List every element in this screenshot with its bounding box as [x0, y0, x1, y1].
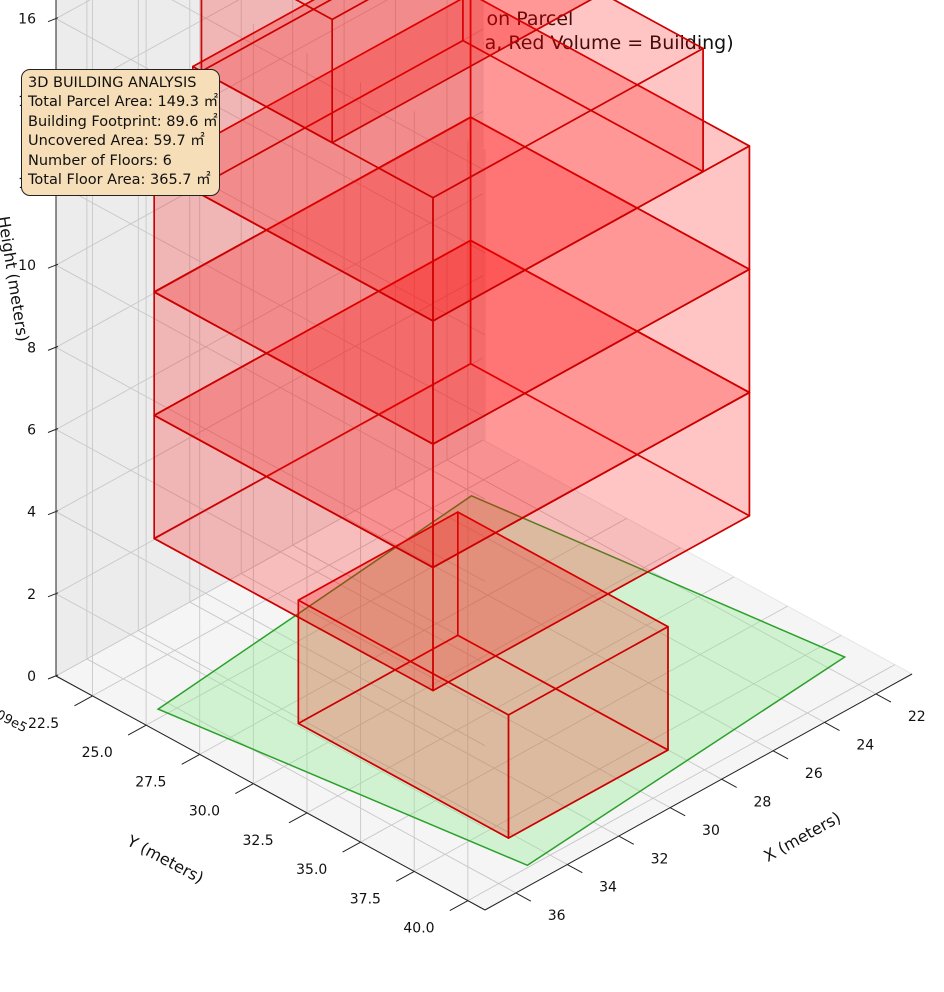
y-offset-label: +5.509e5	[0, 693, 29, 736]
x-tick-label: 32	[651, 851, 669, 867]
grid-line-y	[92, 459, 520, 697]
z-tick-label: 4	[27, 505, 36, 521]
x-tick	[875, 693, 892, 703]
info-heading: 3D BUILDING ANALYSIS	[28, 75, 197, 91]
z-tick	[47, 592, 59, 598]
grid-line-x	[446, 459, 877, 695]
z-tick-label: 16	[18, 12, 36, 28]
grid-line-z	[55, 429, 486, 664]
x-tick-label: 22	[908, 709, 926, 725]
grid-line-z	[55, 511, 486, 747]
grid-line-z	[55, 193, 484, 430]
y-tick	[74, 695, 93, 707]
info-line-uncovered: Uncovered Area: 59.7 ㎡	[28, 133, 205, 150]
grid-line-z	[55, 357, 484, 595]
z-tick	[47, 674, 59, 680]
y-tick	[395, 870, 415, 882]
z-tick-label: 10	[18, 258, 36, 274]
y-tick-label: 32.5	[243, 833, 274, 849]
grid-line-z	[55, 439, 484, 677]
x-axis-label: X (meters)	[760, 808, 844, 866]
z-tick-label: 8	[27, 340, 36, 356]
grid-line-y	[360, 605, 788, 843]
y-tick-label: 30.0	[189, 804, 220, 820]
x-tick	[721, 778, 737, 788]
y-tick	[235, 783, 254, 795]
info-line-floors: Number of Floors: 6	[28, 152, 172, 169]
y-tick-label: 22.5	[28, 716, 59, 732]
grid-line-z	[55, 0, 240, 102]
floor-1-face	[297, 511, 669, 716]
grid-line-y	[306, 576, 735, 814]
floor-6-face	[200, 0, 333, 73]
grid-line-z	[171, 0, 486, 171]
info-line-floor-area: Total Floor Area: 365.7 ㎡	[28, 172, 211, 189]
y-tick	[127, 724, 147, 736]
z-tick-label: 6	[27, 423, 36, 439]
y-tick-label: 27.5	[135, 774, 166, 790]
grid-line-z	[55, 593, 486, 829]
grid-line-z	[55, 264, 486, 500]
x-tick-label: 28	[753, 794, 771, 810]
x-axis-line	[484, 673, 913, 911]
grid-line-x	[343, 516, 774, 752]
z-axis-label: Height (meters)	[0, 215, 33, 343]
z-tick	[47, 510, 59, 516]
y-tick-label: 40.0	[403, 921, 434, 937]
z-tick-label: 2	[27, 587, 36, 603]
grid-line-x	[395, 487, 825, 723]
floor-6-face	[294, 0, 369, 21]
y-tick-label: 25.0	[82, 745, 113, 761]
x-tick-label: 36	[548, 908, 566, 924]
grid-line-z	[55, 110, 484, 348]
z-tick-label: 0	[27, 669, 36, 685]
z-tick	[47, 345, 59, 351]
z-tick	[47, 428, 59, 433]
floor-5-face	[192, 0, 704, 199]
x-tick-label: 30	[702, 823, 720, 839]
grid-line-x	[189, 601, 619, 837]
x-tick	[772, 750, 789, 760]
grid-line-z	[55, 182, 486, 418]
x-tick	[515, 892, 532, 902]
grid-line-y	[253, 547, 681, 785]
grid-line-y	[199, 517, 627, 755]
z-tick	[47, 17, 59, 23]
info-line-footprint: Building Footprint: 89.6 ㎡	[28, 113, 218, 130]
y-axis-label: Y (meters)	[123, 831, 207, 888]
x-tick-label: 34	[599, 880, 617, 896]
y-tick-label: 37.5	[350, 891, 381, 907]
y-tick	[449, 900, 469, 912]
grid-line-z	[55, 275, 484, 513]
z-tick	[47, 263, 59, 269]
x-tick	[669, 807, 686, 817]
parcel-platform	[156, 494, 847, 867]
grid-line-x	[138, 630, 568, 865]
y-tick	[181, 753, 200, 765]
info-line-parcel-area: Total Parcel Area: 149.3 ㎡	[28, 94, 219, 111]
y-axis-line	[55, 675, 486, 911]
x-tick-label: 24	[856, 738, 874, 754]
grid-line-x	[240, 573, 671, 809]
grid-line-y	[413, 634, 842, 872]
y-tick	[342, 841, 361, 853]
grid-line-x	[86, 658, 517, 894]
grid-line-z	[55, 18, 486, 254]
grid-line-z	[55, 346, 486, 582]
y-tick	[288, 812, 308, 824]
x-tick	[567, 864, 583, 874]
x-tick-label: 26	[805, 766, 823, 782]
x-tick	[824, 721, 840, 731]
y-tick-label: 35.0	[296, 862, 327, 878]
analysis-info-box: 3D BUILDING ANALYSIS Total Parcel Area: …	[21, 69, 220, 196]
x-tick	[618, 835, 635, 845]
grid-line-y	[467, 664, 896, 902]
